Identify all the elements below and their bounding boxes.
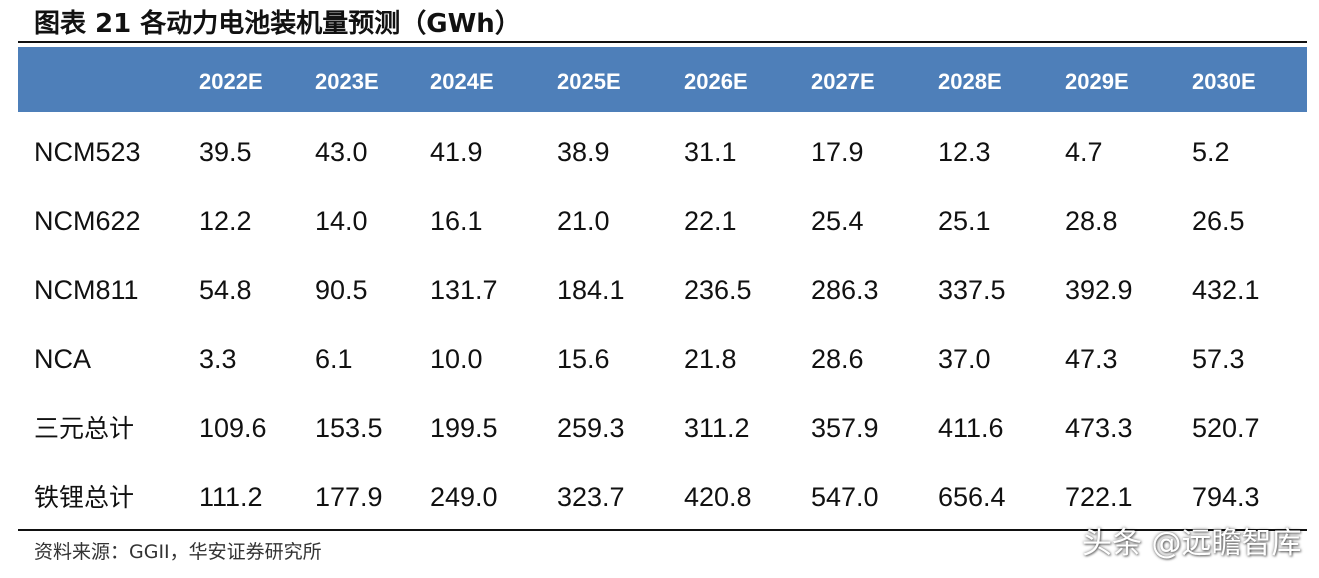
- table-cell: 21.0: [557, 206, 610, 236]
- table-cell: 131.7: [430, 275, 498, 305]
- table-cell: 411.6: [938, 413, 1004, 443]
- table-cell: 26.5: [1192, 206, 1245, 236]
- table-cell: 4.7: [1065, 137, 1103, 167]
- table-cell: 357.9: [811, 413, 879, 443]
- table-cell: 28.6: [811, 344, 864, 374]
- table-cell: 794.3: [1192, 482, 1260, 512]
- watermark: 头条 @远瞻智库: [1082, 526, 1302, 561]
- source-note: 资料来源：GGII，华安证券研究所: [34, 541, 322, 563]
- table-row: 铁锂总计 111.2 177.9 249.0 323.7 420.8 547.0…: [18, 458, 1307, 527]
- column-header-2026e: 2026E: [684, 69, 748, 94]
- table-row: NCM622 12.2 14.0 16.1 21.0 22.1 25.4 25.…: [18, 182, 1307, 251]
- table-cell: 286.3: [811, 275, 879, 305]
- table-cell: 323.7: [557, 482, 625, 512]
- table-cell: 520.7: [1192, 413, 1260, 443]
- table-cell: 25.4: [811, 206, 864, 236]
- table-bottom-divider: [18, 529, 1307, 531]
- table-cell: 41.9: [430, 137, 483, 167]
- row-label: NCM523: [34, 137, 141, 167]
- table-cell: 153.5: [315, 413, 383, 443]
- table-cell: 12.2: [199, 206, 252, 236]
- table-cell: 337.5: [938, 275, 1006, 305]
- table-cell: 432.1: [1192, 275, 1260, 305]
- table-cell: 10.0: [430, 344, 483, 374]
- table-cell: 199.5: [430, 413, 498, 443]
- table-cell: 22.1: [684, 206, 737, 236]
- row-label: NCM811: [34, 275, 139, 305]
- table-cell: 177.9: [315, 482, 383, 512]
- title-divider: [18, 41, 1307, 43]
- table-cell: 37.0: [938, 344, 991, 374]
- table-cell: 473.3: [1065, 413, 1133, 443]
- table-cell: 90.5: [315, 275, 368, 305]
- column-header-2027e: 2027E: [811, 69, 875, 94]
- table-cell: 392.9: [1065, 275, 1133, 305]
- table-cell: 14.0: [315, 206, 368, 236]
- table-cell: 184.1: [557, 275, 625, 305]
- table-header: 2022E 2023E 2024E 2025E 2026E 2027E 2028…: [18, 47, 1307, 112]
- table-cell: 249.0: [430, 482, 498, 512]
- table-cell: 38.9: [557, 137, 610, 167]
- row-label: 三元总计: [34, 414, 135, 443]
- table-cell: 259.3: [557, 413, 625, 443]
- column-header-2024e: 2024E: [430, 69, 494, 94]
- table-cell: 43.0: [315, 137, 368, 167]
- table-cell: 722.1: [1065, 482, 1133, 512]
- table-cell: 31.1: [684, 137, 737, 167]
- table-cell: 25.1: [938, 206, 991, 236]
- table-cell: 12.3: [938, 137, 991, 167]
- table-cell: 311.2: [684, 413, 750, 443]
- table-title: 图表 21 各动力电池装机量预测（GWh）: [34, 9, 521, 39]
- table-cell: 109.6: [199, 413, 267, 443]
- table-row: NCM523 39.5 43.0 41.9 38.9 31.1 17.9 12.…: [18, 113, 1307, 182]
- row-label: NCM622: [34, 206, 141, 236]
- table-cell: 21.8: [684, 344, 737, 374]
- column-header-2022e: 2022E: [199, 69, 263, 94]
- table-cell: 111.2: [199, 482, 263, 512]
- table-cell: 17.9: [811, 137, 864, 167]
- table-cell: 236.5: [684, 275, 752, 305]
- column-header-2030e: 2030E: [1192, 69, 1256, 94]
- column-header-2023e: 2023E: [315, 69, 379, 94]
- table-cell: 6.1: [315, 344, 353, 374]
- table-cell: 47.3: [1065, 344, 1118, 374]
- table-cell: 3.3: [199, 344, 237, 374]
- row-label: NCA: [34, 344, 92, 374]
- table-cell: 5.2: [1192, 137, 1230, 167]
- column-header-2029e: 2029E: [1065, 69, 1129, 94]
- table-cell: 15.6: [557, 344, 610, 374]
- table-row: NCA 3.3 6.1 10.0 15.6 21.8 28.6 37.0 47.…: [18, 320, 1307, 389]
- row-label: 铁锂总计: [34, 483, 135, 512]
- table-cell: 57.3: [1192, 344, 1245, 374]
- table-cell: 28.8: [1065, 206, 1118, 236]
- column-header-2025e: 2025E: [557, 69, 621, 94]
- table-cell: 656.4: [938, 482, 1006, 512]
- table-cell: 39.5: [199, 137, 252, 167]
- table-cell: 547.0: [811, 482, 879, 512]
- table-row: 三元总计 109.6 153.5 199.5 259.3 311.2 357.9…: [18, 389, 1307, 458]
- table-cell: 54.8: [199, 275, 252, 305]
- table-row: NCM811 54.8 90.5 131.7 184.1 236.5 286.3…: [18, 251, 1307, 320]
- table-cell: 16.1: [430, 206, 483, 236]
- column-header-2028e: 2028E: [938, 69, 1002, 94]
- table-cell: 420.8: [684, 482, 752, 512]
